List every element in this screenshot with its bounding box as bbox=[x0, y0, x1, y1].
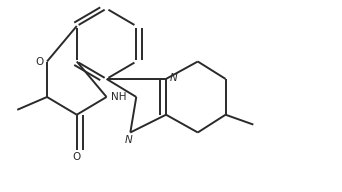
Text: N: N bbox=[170, 73, 178, 83]
Text: N: N bbox=[125, 135, 132, 145]
Text: O: O bbox=[35, 56, 44, 66]
Text: O: O bbox=[73, 152, 81, 162]
Text: NH: NH bbox=[110, 92, 126, 102]
